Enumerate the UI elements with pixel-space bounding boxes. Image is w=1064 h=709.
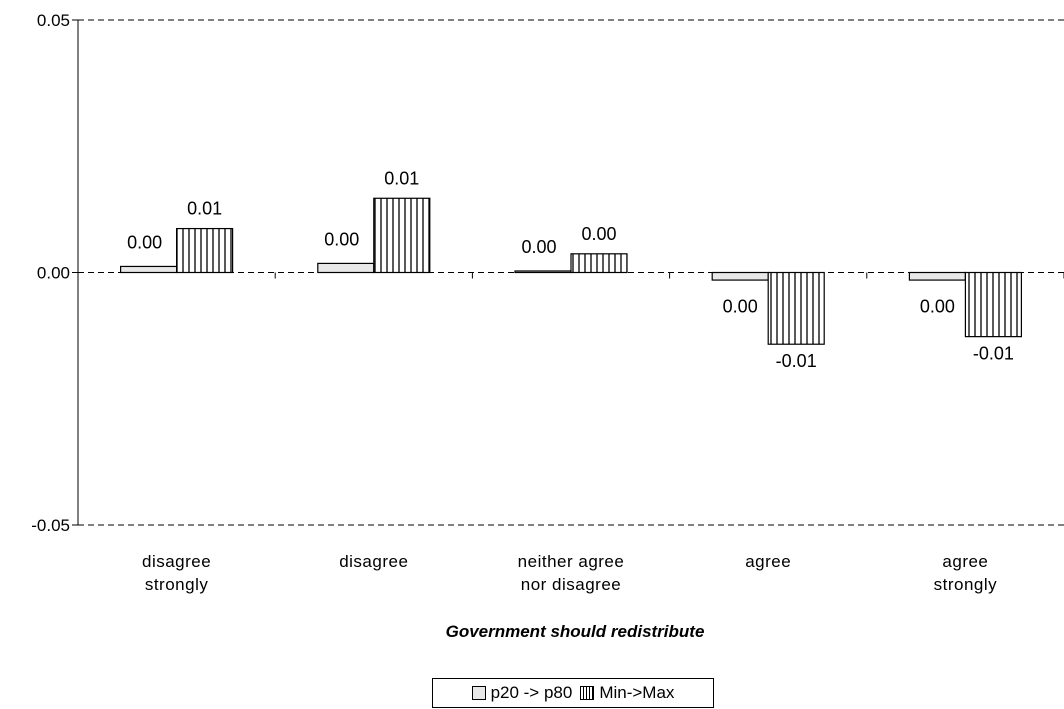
- data-label: 0.00: [324, 229, 359, 249]
- bar: [908, 271, 967, 281]
- category-label: nor disagree: [521, 575, 622, 594]
- category-label: strongly: [145, 575, 209, 594]
- y-tick-label: 0.00: [37, 264, 70, 283]
- axes: 0.05 0.00 -0.05: [31, 11, 1064, 535]
- category-label: agree: [745, 552, 791, 571]
- legend-swatch-minmax: [580, 686, 595, 700]
- bar: [176, 227, 234, 274]
- bar: [317, 262, 375, 274]
- data-label: 0.00: [581, 224, 616, 244]
- legend-item-minmax: Min->Max: [580, 683, 674, 703]
- legend-item-p20: p20 -> p80: [471, 683, 573, 703]
- legend-swatch-p20: [471, 686, 486, 700]
- data-label: -0.01: [776, 351, 817, 371]
- bar: [711, 271, 769, 281]
- bar-chart: 0.050.00-0.05 0.000.010.000.010.000.000.…: [31, 11, 1064, 641]
- data-label: 0.01: [384, 168, 419, 188]
- bar: [119, 265, 178, 274]
- bar: [964, 271, 1023, 338]
- y-tick-label: 0.05: [37, 11, 70, 30]
- category-label: disagree: [142, 552, 211, 571]
- legend: p20 -> p80 Min->Max: [432, 678, 714, 708]
- bar: [767, 271, 825, 345]
- data-label: 0.00: [920, 297, 955, 317]
- data-label: 0.01: [187, 199, 222, 219]
- category-label: disagree: [339, 552, 408, 571]
- data-label: 0.00: [127, 232, 162, 252]
- bars: [119, 197, 1023, 345]
- category-labels: disagree strongly disagree neither agree nor…: [142, 552, 997, 594]
- data-label: 0.00: [723, 297, 758, 317]
- category-label: neither agree: [518, 552, 625, 571]
- category-label: agree: [942, 552, 988, 571]
- data-label: 0.00: [521, 237, 556, 257]
- x-axis-title: Government should redistribute: [446, 622, 705, 641]
- category-label: strongly: [934, 575, 998, 594]
- bar: [514, 270, 572, 274]
- bar: [373, 197, 431, 274]
- data-label: -0.01: [973, 344, 1014, 364]
- legend-label-minmax: Min->Max: [599, 683, 675, 702]
- bar: [570, 253, 628, 274]
- y-tick-label: -0.05: [31, 516, 70, 535]
- data-labels: 0.00 0.01 0.00 0.01 0.00 0.00 0.00 -0.01 0.00 -0.…: [127, 168, 1014, 371]
- legend-label-p20: p20 -> p80: [490, 683, 573, 702]
